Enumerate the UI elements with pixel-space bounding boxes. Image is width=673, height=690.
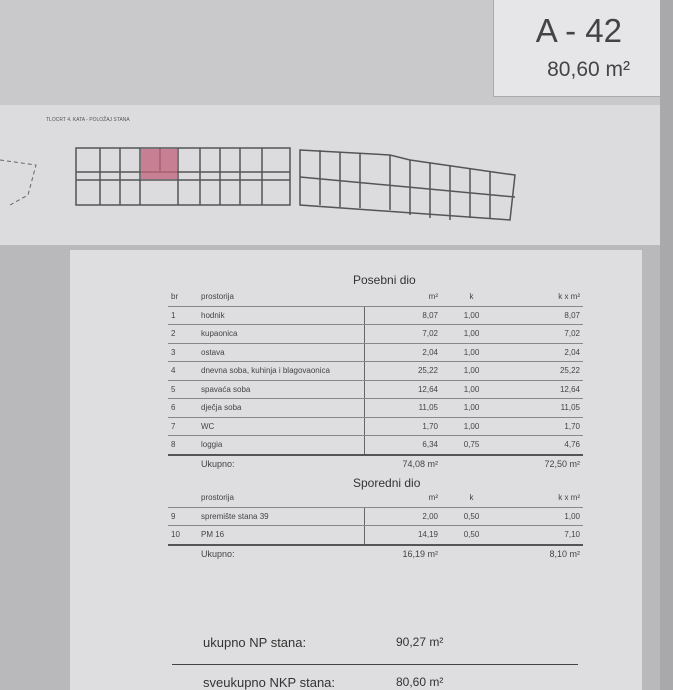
cell-k: 0,75 xyxy=(441,435,502,456)
col-k: k xyxy=(441,489,502,508)
table-row: 3 ostava 2,04 1,00 2,04 xyxy=(168,343,583,362)
cell-m2: 25,22 xyxy=(364,361,441,381)
cell-k: 1,00 xyxy=(441,361,502,381)
nkp-label: sveukupno NKP stana: xyxy=(203,675,336,690)
total-label: Ukupno: xyxy=(201,549,235,560)
total-m2: 16,19 m² xyxy=(402,549,438,560)
cell-br: 8 xyxy=(168,435,198,456)
total-km2: 72,50 m² xyxy=(544,459,580,470)
cell-km2: 2,04 xyxy=(502,343,583,362)
cell-m2: 1,70 xyxy=(364,417,441,436)
cell-m2: 2,04 xyxy=(364,343,441,362)
divider xyxy=(172,664,578,665)
total-m2: 74,08 m² xyxy=(402,459,438,470)
cell-k: 0,50 xyxy=(441,525,502,546)
cell-m2: 6,34 xyxy=(364,435,441,456)
cell-k: 1,00 xyxy=(441,324,502,344)
cell-br: 2 xyxy=(168,324,198,344)
cell-m2: 14,19 xyxy=(364,525,441,546)
cell-br: 4 xyxy=(168,361,198,381)
np-value: 90,27 m² xyxy=(396,635,444,649)
cell-br: 5 xyxy=(168,380,198,399)
cell-m2: 8,07 xyxy=(364,306,441,325)
col-name: prostorija xyxy=(198,288,365,307)
cell-km2: 1,00 xyxy=(502,507,583,526)
posebni-total: Ukupno: 74,08 m² 72,50 m² xyxy=(168,455,583,474)
cell-k: 1,00 xyxy=(441,398,502,418)
table-row: 9 spremište stana 39 2,00 0,50 1,00 xyxy=(168,507,583,526)
cell-k: 1,00 xyxy=(441,343,502,362)
floor-plan-section: TLOCRT 4. KATA - POLOŽAJ STANA xyxy=(0,105,660,245)
floor-plan-label: TLOCRT 4. KATA - POLOŽAJ STANA xyxy=(46,117,130,123)
col-name: prostorija xyxy=(198,489,365,508)
posebni-table: br prostorija m² k k x m² 1 hodnik 8,07 1,00 8,0… xyxy=(168,288,583,473)
cell-name: kupaonica xyxy=(198,324,365,344)
cell-br: 1 xyxy=(168,306,198,325)
col-m2: m² xyxy=(364,489,441,508)
total-km2: 8,10 m² xyxy=(549,549,580,560)
cell-name: ostava xyxy=(198,343,365,362)
apartment-area: 80,60 m² xyxy=(547,58,630,81)
col-br: br xyxy=(168,288,198,307)
cell-k: 1,00 xyxy=(441,380,502,399)
cell-m2: 12,64 xyxy=(364,380,441,399)
cell-km2: 1,70 xyxy=(502,417,583,436)
col-m2: m² xyxy=(364,288,441,307)
table-row: 2 kupaonica 7,02 1,00 7,02 xyxy=(168,324,583,344)
cell-k: 1,00 xyxy=(441,306,502,325)
table-row: 6 dječja soba 11,05 1,00 11,05 xyxy=(168,398,583,418)
apartment-code: A - 42 xyxy=(535,12,622,49)
table-row: 8 loggia 6,34 0,75 4,76 xyxy=(168,435,583,456)
cell-km2: 4,76 xyxy=(502,435,583,456)
cell-m2: 2,00 xyxy=(364,507,441,526)
np-label: ukupno NP stana: xyxy=(203,635,307,650)
cell-m2: 7,02 xyxy=(364,324,441,344)
cell-name: spavaća soba xyxy=(198,380,365,399)
apartment-highlight xyxy=(141,149,177,179)
col-k: k xyxy=(441,288,502,307)
cell-km2: 8,07 xyxy=(502,306,583,325)
cell-k: 1,00 xyxy=(441,417,502,436)
floor-plan-drawing xyxy=(0,147,516,221)
cell-name: loggia xyxy=(198,435,365,456)
col-km2: k x m² xyxy=(502,489,583,508)
cell-km2: 25,22 xyxy=(502,361,583,381)
cell-br: 10 xyxy=(168,525,198,546)
cell-br: 3 xyxy=(168,343,198,362)
cell-m2: 11,05 xyxy=(364,398,441,418)
table-row: 4 dnevna soba, kuhinja i blagovaonica 25,2… xyxy=(168,361,583,381)
nkp-value: 80,60 m² xyxy=(396,675,444,689)
cell-km2: 7,10 xyxy=(502,525,583,546)
col-km2: k x m² xyxy=(502,288,583,307)
sporedni-title: Sporedni dio xyxy=(353,476,421,490)
cell-km2: 12,64 xyxy=(502,380,583,399)
table-row: 1 hodnik 8,07 1,00 8,07 xyxy=(168,306,583,325)
cell-name: PM 16 xyxy=(198,525,365,546)
table-row: 5 spavaća soba 12,64 1,00 12,64 xyxy=(168,380,583,399)
cell-name: hodnik xyxy=(198,306,365,325)
cell-br: 9 xyxy=(168,507,198,526)
cell-name: spremište stana 39 xyxy=(198,507,365,526)
total-label: Ukupno: xyxy=(201,459,235,470)
sporedni-table: prostorija m² k k x m² 9 spremište stana 39 2… xyxy=(168,489,583,563)
cell-name: dječja soba xyxy=(198,398,365,418)
cell-name: WC xyxy=(198,417,365,436)
apartment-header: A - 42 80,60 m² xyxy=(493,0,662,97)
cell-br: 7 xyxy=(168,417,198,436)
cell-km2: 11,05 xyxy=(502,398,583,418)
table-row: 7 WC 1,70 1,00 1,70 xyxy=(168,417,583,436)
cell-k: 0,50 xyxy=(441,507,502,526)
table-row: 10 PM 16 14,19 0,50 7,10 xyxy=(168,525,583,546)
posebni-title: Posebni dio xyxy=(353,273,416,287)
sporedni-total: Ukupno: 16,19 m² 8,10 m² xyxy=(168,545,583,564)
page-edge xyxy=(660,0,673,690)
cell-name: dnevna soba, kuhinja i blagovaonica xyxy=(198,361,365,381)
cell-km2: 7,02 xyxy=(502,324,583,344)
cell-br: 6 xyxy=(168,398,198,418)
